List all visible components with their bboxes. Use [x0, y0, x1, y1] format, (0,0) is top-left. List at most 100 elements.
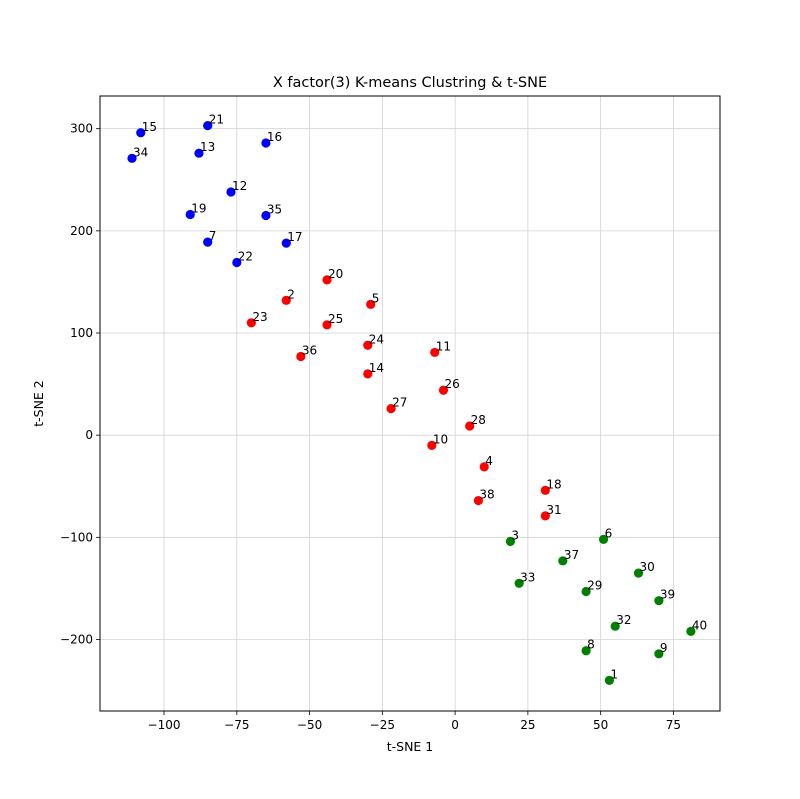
data-point	[581, 586, 591, 597]
data-point-label: 9	[660, 641, 668, 655]
data-point	[427, 440, 437, 450]
data-point	[136, 128, 146, 138]
data-point-label: 7	[209, 229, 217, 243]
data-point-label: 21	[209, 113, 224, 127]
data-point	[366, 299, 376, 310]
data-point-label: 13	[200, 140, 215, 154]
data-point	[438, 385, 449, 395]
data-point-label: 17	[287, 230, 302, 244]
chart-title: X factor(3) K-means Clustring & t-SNE	[273, 75, 547, 91]
data-point-label: 10	[433, 432, 448, 446]
data-point-label: 34	[133, 145, 148, 159]
data-point-label: 15	[142, 120, 157, 134]
data-point-label: 25	[328, 312, 343, 326]
data-point	[581, 646, 591, 656]
x-tick-label: 0	[451, 718, 459, 732]
data-point	[194, 148, 204, 158]
data-point-label: 35	[267, 203, 282, 217]
data-point	[686, 626, 696, 636]
data-point-label: 1	[610, 667, 618, 681]
data-point	[473, 495, 484, 506]
data-point	[203, 237, 213, 247]
data-point-label: 19	[191, 202, 206, 216]
data-point	[540, 485, 550, 495]
data-point-label: 33	[520, 570, 535, 584]
data-point	[127, 153, 137, 163]
data-point	[261, 138, 271, 148]
data-point	[514, 578, 524, 588]
data-point	[540, 511, 550, 521]
y-axis-label: t-SNE 2	[31, 380, 46, 427]
data-point-label: 22	[238, 250, 253, 264]
x-tick-label: −25	[370, 718, 395, 732]
data-point-label: 27	[392, 396, 407, 410]
grid-lines	[100, 96, 720, 711]
y-tick-label: 200	[70, 224, 93, 238]
data-point	[185, 209, 195, 220]
data-point-label: 3	[511, 528, 519, 542]
data-point-label: 8	[587, 638, 595, 652]
data-point	[363, 340, 373, 350]
data-point-label: 23	[252, 310, 267, 324]
y-tick-label: 300	[70, 122, 93, 136]
y-tick-label: 0	[85, 428, 93, 442]
data-point-label: 4	[485, 454, 493, 468]
x-tick-label: −75	[224, 718, 249, 732]
data-point	[246, 318, 256, 328]
axis-ticks: −100 −75 −50 −25 0 25 50 75 −200 −100 0 100 200 300	[60, 122, 681, 732]
x-tick-label: −100	[148, 718, 181, 732]
data-point-label: 38	[479, 488, 494, 502]
data-point-label: 24	[369, 332, 384, 346]
data-point-label: 18	[546, 477, 561, 491]
x-tick-label: 25	[520, 718, 535, 732]
data-point	[281, 295, 291, 305]
data-point	[386, 404, 396, 414]
data-point	[281, 238, 291, 248]
x-axis-label: t-SNE 1	[387, 739, 434, 754]
data-point	[633, 568, 644, 578]
data-point-label: 32	[616, 613, 631, 627]
data-point-label: 36	[302, 344, 317, 358]
data-point	[232, 257, 242, 268]
x-tick-label: 50	[593, 718, 608, 732]
data-point	[610, 621, 620, 631]
data-point	[558, 556, 568, 566]
data-point	[430, 347, 440, 358]
data-point-label: 30	[639, 560, 654, 574]
y-tick-label: 100	[70, 326, 93, 340]
data-point	[261, 210, 271, 221]
data-point-label: 28	[471, 413, 486, 427]
plot-area-frame	[99, 95, 721, 712]
data-point	[465, 421, 475, 431]
data-point-label: 37	[564, 548, 579, 562]
data-point-label: 12	[232, 179, 247, 193]
data-point-label: 31	[546, 503, 561, 517]
y-tick-label: −200	[60, 632, 93, 646]
data-point	[296, 351, 306, 362]
data-point	[654, 596, 664, 606]
x-tick-label: 75	[666, 718, 681, 732]
data-point	[322, 275, 332, 285]
data-points	[127, 121, 696, 685]
data-point-label: 40	[692, 618, 707, 632]
y-tick-label: −100	[60, 530, 93, 544]
data-point-label: 26	[444, 377, 459, 391]
data-point	[598, 534, 609, 544]
data-point-label: 14	[369, 361, 384, 375]
data-point-label: 6	[605, 526, 613, 540]
data-point	[505, 536, 516, 547]
data-point	[226, 187, 236, 197]
data-point	[363, 369, 373, 379]
data-point-label: 11	[436, 339, 451, 353]
data-point	[322, 320, 332, 330]
x-tick-label: −50	[297, 718, 322, 732]
data-point-label: 2	[287, 287, 295, 301]
data-point	[479, 462, 489, 472]
data-point	[654, 649, 664, 659]
data-point-label: 29	[587, 578, 602, 592]
data-point	[203, 121, 213, 131]
data-point	[604, 675, 614, 685]
